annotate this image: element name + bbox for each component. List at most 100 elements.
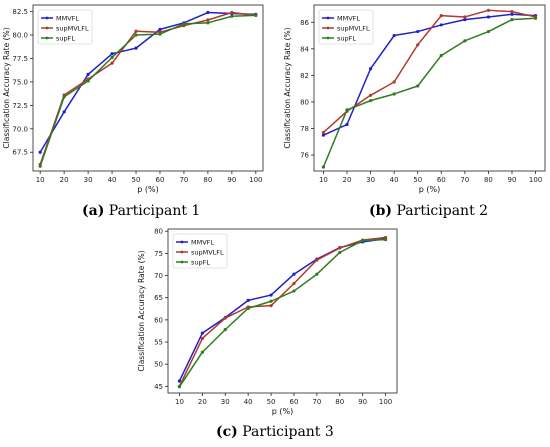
series-line-supFL	[178, 238, 386, 388]
y-tick-label: 77.5	[12, 55, 28, 63]
legend-marker-MMVFL	[326, 16, 330, 20]
x-tick-label: 90	[358, 398, 367, 406]
data-point-supMVLFL	[110, 61, 114, 65]
y-tick-label: 86	[300, 19, 309, 27]
y-tick-label: 55	[154, 339, 163, 347]
x-tick-label: 50	[132, 176, 141, 184]
legend-label-MMVFL: MMVFL	[337, 15, 360, 23]
data-point-supFL	[392, 92, 396, 96]
data-point-supFL	[182, 22, 186, 26]
x-tick-label: 30	[221, 398, 230, 406]
x-tick-label: 10	[36, 176, 45, 184]
x-tick-label: 30	[84, 176, 93, 184]
legend-marker-supFL	[326, 36, 330, 40]
y-tick-label: 45	[154, 383, 163, 391]
x-tick-label: 20	[343, 176, 352, 184]
data-point-supMVLFL	[223, 316, 227, 320]
x-tick-label: 10	[319, 176, 328, 184]
data-point-supFL	[463, 39, 467, 43]
data-point-MMVFL	[486, 15, 491, 19]
y-tick-label: 80.0	[12, 32, 28, 40]
data-point-supFL	[292, 289, 296, 293]
data-point-MMVFL	[368, 67, 373, 71]
x-tick-label: 80	[203, 176, 212, 184]
data-point-supFL	[177, 385, 182, 389]
data-point-supMVLFL	[368, 93, 373, 97]
y-tick-label: 76	[300, 152, 309, 160]
data-point-supMVLFL	[383, 235, 388, 240]
data-point-MMVFL	[206, 10, 210, 15]
series-line-supFL	[322, 17, 536, 168]
data-point-supFL	[486, 29, 491, 34]
y-tick-label: 80	[154, 228, 163, 236]
data-point-supFL	[338, 250, 342, 255]
data-point-MMVFL	[62, 110, 66, 114]
legend-label-supFL: supFL	[56, 35, 75, 43]
y-tick-label: 82.5	[12, 8, 28, 16]
y-tick-label: 60	[154, 316, 163, 324]
x-tick-label: 100	[379, 398, 392, 406]
data-point-MMVFL	[416, 29, 420, 34]
x-tick-label: 90	[227, 176, 236, 184]
data-point-supMVLFL	[416, 43, 420, 47]
x-axis-label: p (%)	[137, 185, 158, 194]
data-point-supMVLFL	[486, 8, 491, 12]
caption-b: (b) Participant 2	[369, 203, 489, 219]
data-point-MMVFL	[292, 272, 296, 276]
data-point-supFL	[345, 108, 349, 112]
x-tick-label: 20	[198, 398, 207, 406]
data-point-supFL	[416, 84, 420, 88]
x-tick-label: 30	[366, 176, 375, 184]
data-point-supFL	[439, 53, 443, 58]
x-tick-label: 60	[289, 398, 298, 406]
legend-marker-MMVFL	[180, 240, 184, 244]
x-axis-label: p (%)	[419, 185, 440, 194]
data-point-MMVFL	[177, 379, 182, 383]
y-axis-label: Classification Accuracy Rate (%)	[2, 27, 11, 148]
data-point-supFL	[246, 306, 250, 310]
legend-label-supMVLFL: supMVLFL	[337, 25, 370, 33]
y-tick-label: 75.0	[12, 78, 28, 86]
data-point-supFL	[361, 238, 365, 243]
data-point-supFL	[383, 238, 388, 242]
data-point-supFL	[200, 350, 204, 354]
data-point-MMVFL	[86, 72, 90, 77]
series-line-MMVFL	[39, 11, 256, 153]
y-axis-label: Classification Accuracy Rate (%)	[137, 250, 146, 371]
x-tick-label: 60	[156, 176, 165, 184]
data-point-MMVFL	[392, 33, 396, 38]
legend-label-supMVLFL: supMVLFL	[191, 249, 224, 257]
data-point-MMVFL	[510, 12, 514, 16]
data-point-supMVLFL	[200, 336, 204, 341]
x-tick-label: 100	[249, 176, 262, 184]
x-tick-label: 70	[460, 176, 469, 184]
data-point-supFL	[223, 328, 227, 332]
data-point-supMVLFL	[321, 130, 326, 135]
data-point-MMVFL	[134, 46, 138, 50]
x-tick-label: 50	[267, 398, 276, 406]
x-tick-label: 20	[60, 176, 69, 184]
legend-marker-supMVLFL	[45, 26, 49, 30]
x-tick-label: 50	[413, 176, 422, 184]
legend-label-supFL: supFL	[191, 259, 210, 267]
data-point-supFL	[269, 299, 273, 303]
data-point-supFL	[158, 32, 162, 36]
x-tick-label: 90	[508, 176, 517, 184]
y-tick-label: 78	[300, 125, 309, 133]
data-point-supFL	[533, 16, 538, 20]
data-point-MMVFL	[321, 133, 326, 137]
series-line-MMVFL	[323, 13, 536, 136]
x-tick-label: 10	[175, 398, 184, 406]
caption-a: (a) Participant 1	[82, 203, 201, 219]
data-point-supMVLFL	[206, 18, 210, 22]
legend-marker-supMVLFL	[326, 26, 330, 30]
data-point-supMVLFL	[463, 15, 467, 19]
caption-c: (c) Participant 3	[216, 424, 334, 440]
data-point-MMVFL	[200, 331, 204, 335]
data-point-supFL	[230, 14, 234, 18]
data-point-supMVLFL	[230, 10, 234, 15]
x-tick-label: 70	[312, 398, 321, 406]
data-point-supMVLFL	[338, 246, 342, 250]
x-tick-label: 80	[335, 398, 344, 406]
